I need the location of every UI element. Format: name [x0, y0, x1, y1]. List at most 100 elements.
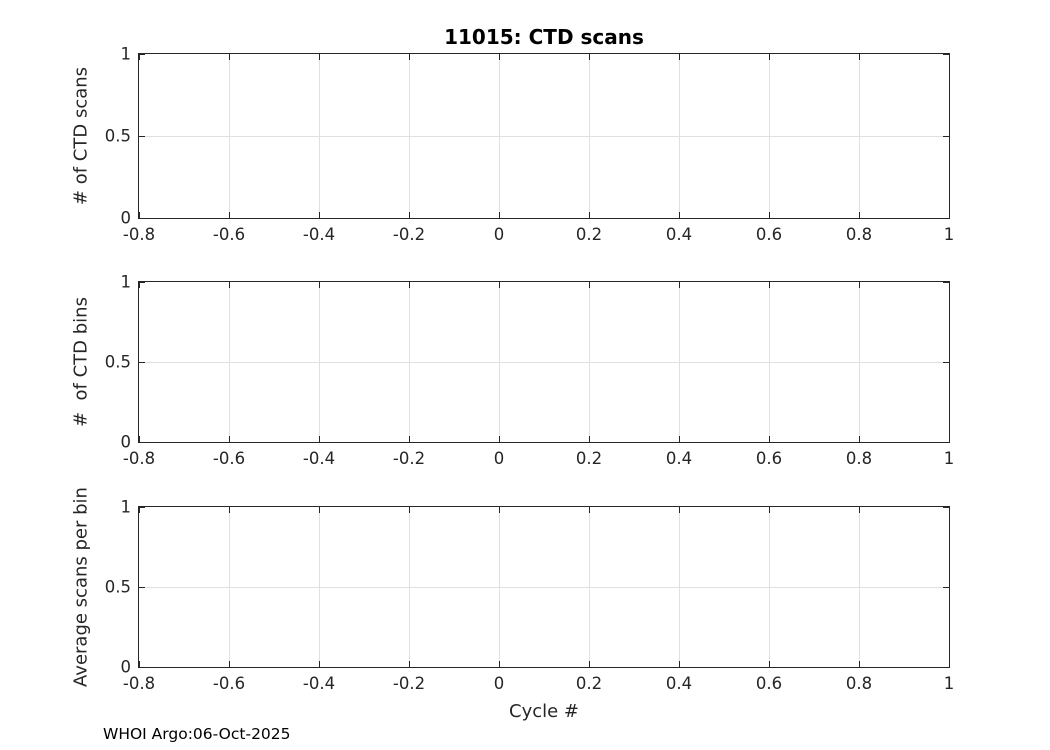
- x-tick-mark-bottom: [229, 661, 230, 667]
- y-tick-mark-right: [943, 442, 949, 443]
- y-tick-mark-left: [139, 54, 145, 55]
- x-tick-mark-top: [499, 282, 500, 288]
- x-tick-mark-top: [678, 282, 680, 288]
- x-tick-mark-top: [408, 54, 410, 60]
- x-tick-mark-bottom: [319, 661, 320, 667]
- y-tick-mark-right: [943, 362, 949, 363]
- x-tick-mark-bottom: [949, 436, 950, 442]
- x-tick-label: -0.2: [392, 225, 426, 244]
- x-tick-mark-top: [949, 282, 950, 288]
- y-tick-mark-left: [139, 587, 145, 588]
- y-tick-mark-left: [139, 282, 145, 283]
- x-tick-mark-bottom: [678, 661, 680, 667]
- x-tick-mark-bottom: [139, 661, 140, 667]
- x-tick-mark-bottom: [229, 212, 230, 218]
- y-tick-label: 1: [120, 272, 132, 292]
- x-tick-label: 1: [943, 225, 955, 244]
- x-tick-mark-top: [769, 282, 770, 288]
- y-tick-mark-right: [943, 54, 949, 55]
- y-tick-label: 0.5: [104, 577, 131, 597]
- x-tick-mark-bottom: [499, 212, 500, 218]
- y-tick-mark-right: [943, 587, 949, 588]
- x-tick-mark-bottom: [229, 436, 230, 442]
- x-tick-mark-bottom: [678, 436, 680, 442]
- y-tick-label: 0: [120, 208, 132, 228]
- y-tick-mark-left: [139, 507, 145, 508]
- y-tick-mark-left: [139, 136, 145, 137]
- x-tick-mark-top: [769, 54, 770, 60]
- x-tick-mark-bottom: [319, 436, 320, 442]
- gridline-horizontal: [139, 136, 949, 137]
- x-tick-label: -0.6: [212, 449, 246, 468]
- x-tick-mark-top: [678, 507, 680, 513]
- x-tick-label: 0.4: [665, 449, 693, 468]
- x-tick-mark-top: [139, 282, 140, 288]
- x-tick-mark-bottom: [499, 436, 500, 442]
- x-tick-mark-bottom: [408, 661, 410, 667]
- x-tick-mark-bottom: [859, 436, 860, 442]
- x-tick-label: 0.6: [755, 674, 783, 693]
- x-tick-mark-top: [589, 282, 590, 288]
- x-tick-label: -0.6: [212, 674, 246, 693]
- subplot-average-scans: Average scans per bin -0.8 -0.6 -0.4 -0.2 0 0…: [71, 487, 955, 722]
- y-tick-mark-left: [139, 442, 145, 443]
- x-tick-mark-bottom: [319, 212, 320, 218]
- x-tick-mark-top: [499, 507, 500, 513]
- x-tick-mark-bottom: [408, 436, 410, 442]
- y-tick-label: 1: [120, 497, 132, 517]
- y-tick-mark-left: [139, 362, 145, 363]
- x-tick-mark-bottom: [769, 212, 770, 218]
- x-tick-label: 0.4: [665, 674, 693, 693]
- x-tick-label: 0: [493, 449, 505, 468]
- x-tick-mark-top: [859, 282, 860, 288]
- x-tick-mark-bottom: [139, 436, 140, 442]
- x-tick-label: 0.6: [755, 449, 783, 468]
- x-tick-label: 0.8: [845, 225, 873, 244]
- x-tick-label: 0.6: [755, 225, 783, 244]
- y-tick-mark-right: [943, 282, 949, 283]
- y-tick-mark-right: [943, 507, 949, 508]
- y-tick-mark-left: [139, 667, 145, 668]
- x-tick-mark-bottom: [949, 212, 950, 218]
- x-tick-mark-top: [769, 507, 770, 513]
- x-tick-mark-bottom: [139, 212, 140, 218]
- x-tick-mark-top: [319, 282, 320, 288]
- x-tick-label: -0.8: [122, 674, 156, 693]
- subplot-ctd-bins: # of CTD bins -0.8 -0.6 -0.4 -0.2 0 0.2 0.4 0.6…: [71, 273, 955, 469]
- x-tick-mark-top: [408, 282, 410, 288]
- x-tick-label: 0.4: [665, 225, 693, 244]
- gridline-horizontal: [139, 587, 949, 588]
- x-tick-label: 0.8: [845, 674, 873, 693]
- x-tick-mark-top: [589, 507, 590, 513]
- x-tick-mark-bottom: [859, 212, 860, 218]
- y-tick-mark-right: [943, 136, 949, 137]
- x-tick-label: -0.2: [392, 449, 426, 468]
- y-axis-label-ctd-scans: # of CTD scans: [70, 66, 92, 206]
- plot-area-ctd-bins: -0.8 -0.6 -0.4 -0.2 0 0.2 0.4 0.6 0.8 1 0 0.5 1: [105, 273, 955, 469]
- x-tick-mark-top: [408, 507, 410, 513]
- x-tick-mark-top: [678, 54, 680, 60]
- y-tick-label: 0.5: [104, 352, 131, 372]
- x-tick-mark-top: [229, 282, 230, 288]
- y-axis-label-ctd-bins: # of CTD bins: [70, 297, 92, 427]
- x-tick-mark-bottom: [859, 661, 860, 667]
- y-tick-label: 0.5: [104, 126, 131, 146]
- x-tick-label: -0.8: [122, 225, 156, 244]
- x-tick-label: -0.6: [212, 225, 246, 244]
- x-tick-label: -0.2: [392, 674, 426, 693]
- x-tick-label: -0.4: [302, 225, 336, 244]
- x-tick-mark-top: [949, 507, 950, 513]
- x-tick-label: 1: [943, 674, 955, 693]
- x-tick-mark-bottom: [769, 661, 770, 667]
- x-tick-mark-bottom: [589, 212, 590, 218]
- y-tick-mark-right: [943, 218, 949, 219]
- x-tick-label: 0: [493, 674, 505, 693]
- x-tick-label: -0.4: [302, 449, 336, 468]
- x-tick-mark-top: [589, 54, 590, 60]
- x-tick-mark-top: [949, 54, 950, 60]
- x-tick-mark-bottom: [589, 436, 590, 442]
- plot-area-average-scans: -0.8 -0.6 -0.4 -0.2 0 0.2 0.4 0.6 0.8 1 0 0.5 1: [105, 498, 955, 694]
- y-tick-label: 0: [120, 432, 132, 452]
- x-tick-mark-bottom: [678, 212, 680, 218]
- x-tick-mark-top: [229, 507, 230, 513]
